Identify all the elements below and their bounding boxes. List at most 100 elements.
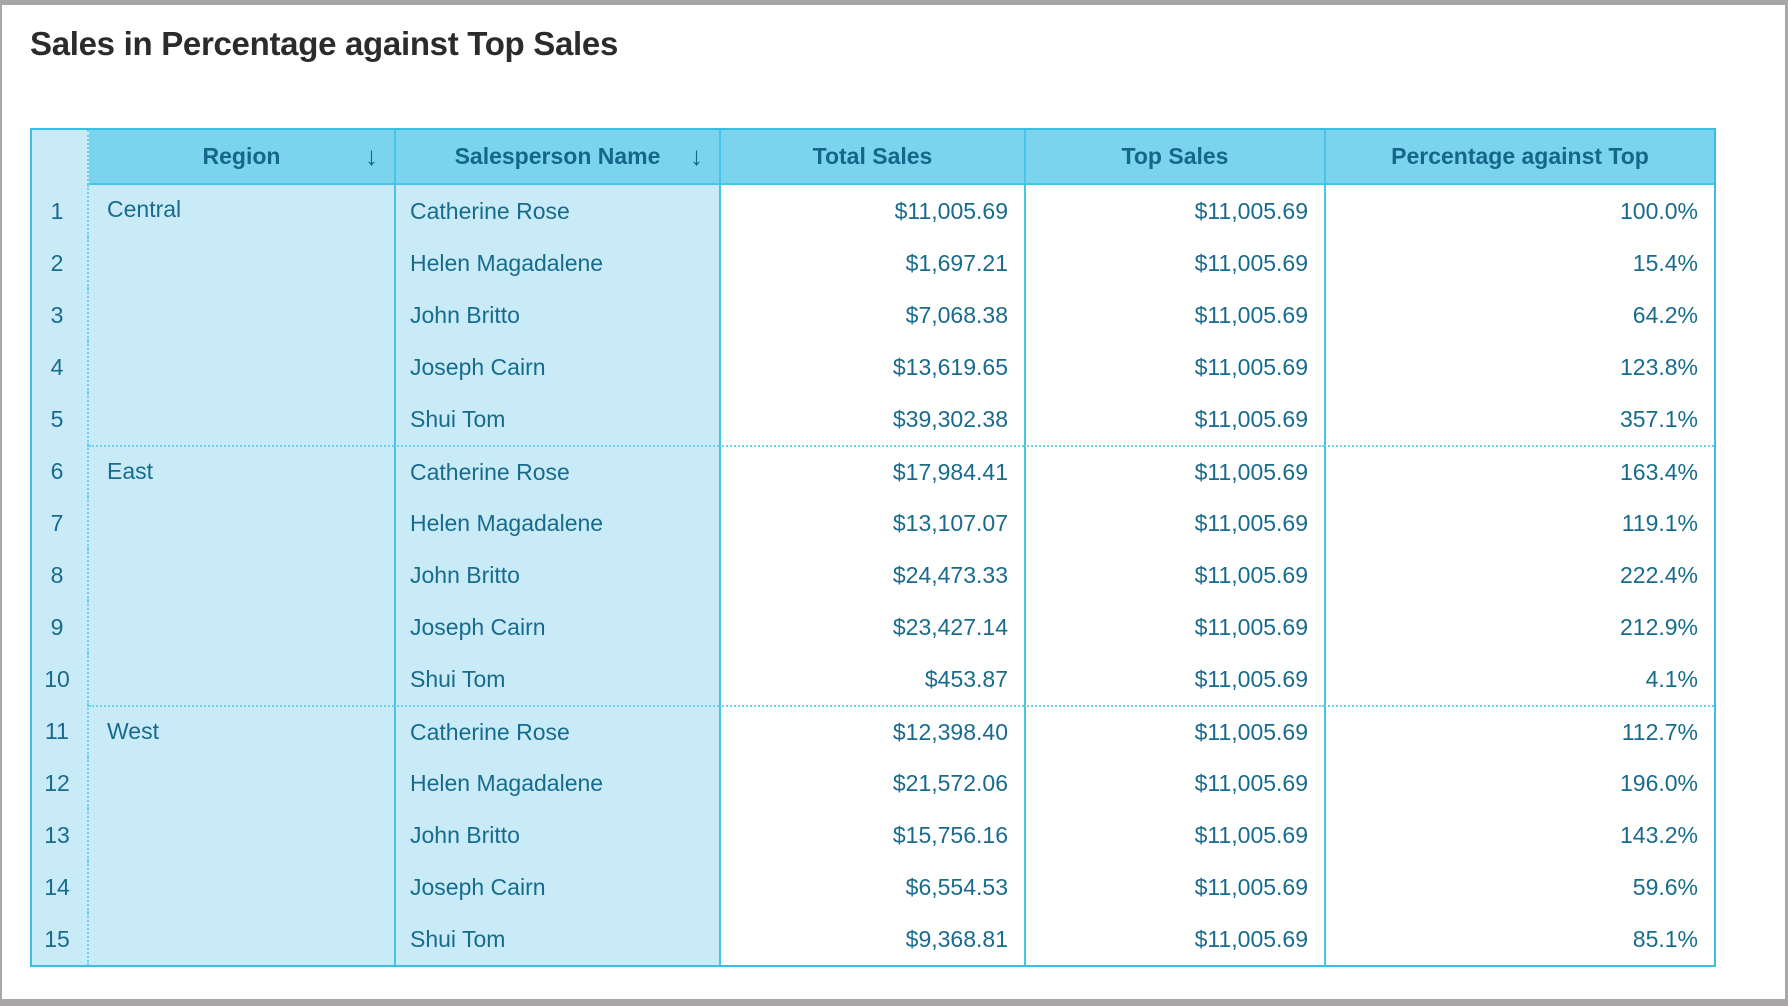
salesperson-cell[interactable]: John Britto bbox=[394, 549, 719, 601]
salesperson-cell[interactable]: Joseph Cairn bbox=[394, 341, 719, 393]
top-sales-cell[interactable]: $11,005.69 bbox=[1024, 757, 1324, 809]
column-header-top-sales-label: Top Sales bbox=[1121, 143, 1229, 169]
total-sales-cell[interactable]: $21,572.06 bbox=[719, 757, 1024, 809]
top-sales-cell[interactable]: $11,005.69 bbox=[1024, 185, 1324, 237]
total-sales-cell[interactable]: $13,619.65 bbox=[719, 341, 1024, 393]
total-sales-cell[interactable]: $1,697.21 bbox=[719, 237, 1024, 289]
top-sales-cell[interactable]: $11,005.69 bbox=[1024, 705, 1324, 757]
table-row: 6 East Catherine Rose $17,984.41 $11,005.69 1… bbox=[32, 445, 1714, 705]
total-sales-cell[interactable]: $11,005.69 bbox=[719, 185, 1024, 237]
column-header-region[interactable]: Region ↓ bbox=[89, 130, 394, 185]
column-header-salesperson[interactable]: Salesperson Name ↓ bbox=[394, 130, 719, 185]
table-row: 4 Joseph Cairn $13,619.65 $11,005.69 123.8% bbox=[32, 341, 1714, 393]
column-header-percentage[interactable]: Percentage against Top bbox=[1324, 130, 1714, 185]
header-row: Region ↓ Salesperson Name ↓ Total Sales … bbox=[32, 130, 1714, 185]
row-number-cell[interactable]: 8 bbox=[32, 549, 89, 601]
row-number-cell[interactable]: 2 bbox=[32, 237, 89, 289]
total-sales-cell[interactable]: $6,554.53 bbox=[719, 861, 1024, 913]
salesperson-cell[interactable]: Shui Tom bbox=[394, 393, 719, 445]
total-sales-cell[interactable]: $15,756.16 bbox=[719, 809, 1024, 861]
top-sales-cell[interactable]: $11,005.69 bbox=[1024, 289, 1324, 341]
window-bottom-edge bbox=[2, 999, 1785, 1006]
salesperson-cell[interactable]: Catherine Rose bbox=[394, 445, 719, 497]
sort-descending-icon[interactable]: ↓ bbox=[690, 140, 703, 171]
salesperson-cell[interactable]: John Britto bbox=[394, 809, 719, 861]
top-sales-cell[interactable]: $11,005.69 bbox=[1024, 393, 1324, 445]
top-sales-cell[interactable]: $11,005.69 bbox=[1024, 549, 1324, 601]
salesperson-cell[interactable]: Catherine Rose bbox=[394, 185, 719, 237]
percentage-cell[interactable]: 196.0% bbox=[1324, 757, 1714, 809]
total-sales-cell[interactable]: $17,984.41 bbox=[719, 445, 1024, 497]
percentage-cell[interactable]: 59.6% bbox=[1324, 861, 1714, 913]
top-sales-cell[interactable]: $11,005.69 bbox=[1024, 861, 1324, 913]
salesperson-cell[interactable]: Joseph Cairn bbox=[394, 861, 719, 913]
region-cell[interactable]: West bbox=[89, 705, 394, 965]
row-number-cell[interactable]: 4 bbox=[32, 341, 89, 393]
top-sales-cell[interactable]: $11,005.69 bbox=[1024, 497, 1324, 549]
top-sales-cell[interactable]: $11,005.69 bbox=[1024, 601, 1324, 653]
total-sales-cell[interactable]: $24,473.33 bbox=[719, 549, 1024, 601]
top-sales-cell[interactable]: $11,005.69 bbox=[1024, 913, 1324, 965]
top-sales-cell[interactable]: $11,005.69 bbox=[1024, 341, 1324, 393]
sort-descending-icon[interactable]: ↓ bbox=[365, 140, 378, 171]
row-number-cell[interactable]: 13 bbox=[32, 809, 89, 861]
sales-table: Region ↓ Salesperson Name ↓ Total Sales … bbox=[30, 128, 1716, 967]
table-body: 1 Central Catherine Rose $11,005.69 $11,005.… bbox=[32, 185, 1714, 965]
column-header-salesperson-label: Salesperson Name bbox=[454, 143, 661, 169]
row-number-cell[interactable]: 5 bbox=[32, 393, 89, 445]
total-sales-cell[interactable]: $9,368.81 bbox=[719, 913, 1024, 965]
region-cell[interactable]: Central bbox=[89, 185, 394, 445]
salesperson-cell[interactable]: Shui Tom bbox=[394, 913, 719, 965]
percentage-cell[interactable]: 15.4% bbox=[1324, 237, 1714, 289]
percentage-cell[interactable]: 64.2% bbox=[1324, 289, 1714, 341]
percentage-cell[interactable]: 212.9% bbox=[1324, 601, 1714, 653]
top-sales-cell[interactable]: $11,005.69 bbox=[1024, 445, 1324, 497]
table-row: 14 Joseph Cairn $6,554.53 $11,005.69 59.6% bbox=[32, 861, 1714, 913]
percentage-cell[interactable]: 222.4% bbox=[1324, 549, 1714, 601]
table-row: 12 Helen Magadalene $21,572.06 $11,005.69 19… bbox=[32, 757, 1714, 809]
row-number-cell[interactable]: 12 bbox=[32, 757, 89, 809]
salesperson-cell[interactable]: Helen Magadalene bbox=[394, 237, 719, 289]
row-number-cell[interactable]: 10 bbox=[32, 653, 89, 705]
total-sales-cell[interactable]: $23,427.14 bbox=[719, 601, 1024, 653]
percentage-cell[interactable]: 357.1% bbox=[1324, 393, 1714, 445]
column-header-total-sales[interactable]: Total Sales bbox=[719, 130, 1024, 185]
row-number-cell[interactable]: 9 bbox=[32, 601, 89, 653]
row-number-cell[interactable]: 15 bbox=[32, 913, 89, 965]
percentage-cell[interactable]: 4.1% bbox=[1324, 653, 1714, 705]
row-number-cell[interactable]: 7 bbox=[32, 497, 89, 549]
column-header-region-label: Region bbox=[202, 143, 281, 169]
total-sales-cell[interactable]: $13,107.07 bbox=[719, 497, 1024, 549]
salesperson-cell[interactable]: Helen Magadalene bbox=[394, 757, 719, 809]
salesperson-cell[interactable]: Helen Magadalene bbox=[394, 497, 719, 549]
page-title: Sales in Percentage against Top Sales bbox=[30, 25, 619, 62]
percentage-cell[interactable]: 143.2% bbox=[1324, 809, 1714, 861]
row-number-cell[interactable]: 6 bbox=[32, 445, 89, 497]
percentage-cell[interactable]: 119.1% bbox=[1324, 497, 1714, 549]
table-row: 13 John Britto $15,756.16 $11,005.69 143.2% bbox=[32, 809, 1714, 861]
row-number-cell[interactable]: 3 bbox=[32, 289, 89, 341]
column-header-percentage-label: Percentage against Top bbox=[1391, 143, 1649, 169]
percentage-cell[interactable]: 85.1% bbox=[1324, 913, 1714, 965]
percentage-cell[interactable]: 100.0% bbox=[1324, 185, 1714, 237]
percentage-cell[interactable]: 163.4% bbox=[1324, 445, 1714, 497]
row-number-cell[interactable]: 11 bbox=[32, 705, 89, 757]
total-sales-cell[interactable]: $7,068.38 bbox=[719, 289, 1024, 341]
column-header-top-sales[interactable]: Top Sales bbox=[1024, 130, 1324, 185]
total-sales-cell[interactable]: $453.87 bbox=[719, 653, 1024, 705]
total-sales-cell[interactable]: $12,398.40 bbox=[719, 705, 1024, 757]
salesperson-cell[interactable]: Joseph Cairn bbox=[394, 601, 719, 653]
salesperson-cell[interactable]: John Britto bbox=[394, 289, 719, 341]
table-row: 1 Central Catherine Rose $11,005.69 $11,005.… bbox=[32, 185, 1714, 445]
salesperson-cell[interactable]: Shui Tom bbox=[394, 653, 719, 705]
region-cell[interactable]: East bbox=[89, 445, 394, 705]
total-sales-cell[interactable]: $39,302.38 bbox=[719, 393, 1024, 445]
row-number-cell[interactable]: 1 bbox=[32, 185, 89, 237]
top-sales-cell[interactable]: $11,005.69 bbox=[1024, 653, 1324, 705]
percentage-cell[interactable]: 112.7% bbox=[1324, 705, 1714, 757]
percentage-cell[interactable]: 123.8% bbox=[1324, 341, 1714, 393]
top-sales-cell[interactable]: $11,005.69 bbox=[1024, 237, 1324, 289]
top-sales-cell[interactable]: $11,005.69 bbox=[1024, 809, 1324, 861]
row-number-cell[interactable]: 14 bbox=[32, 861, 89, 913]
salesperson-cell[interactable]: Catherine Rose bbox=[394, 705, 719, 757]
